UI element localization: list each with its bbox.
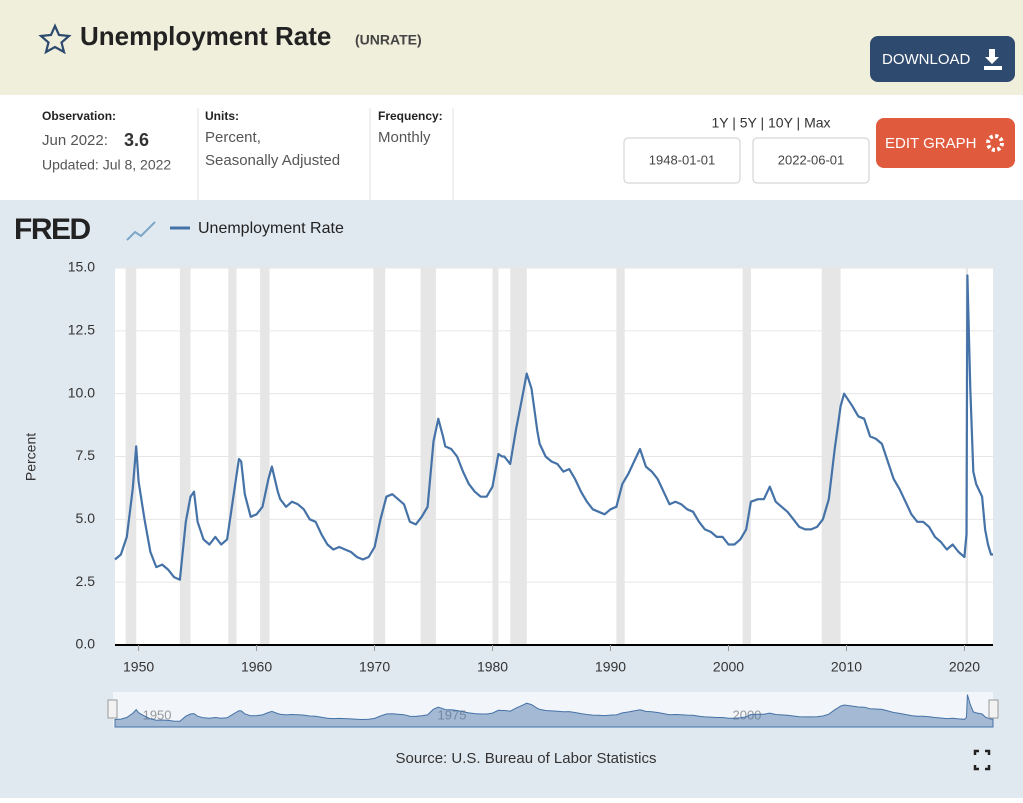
x-tick-label: 1990 (595, 659, 626, 675)
edit-graph-button[interactable]: EDIT GRAPH (876, 118, 1015, 168)
download-icon (984, 49, 1002, 70)
units: Seasonally Adjusted (205, 152, 340, 169)
observation-date: Jun 2022: (42, 132, 108, 149)
navigator-area (114, 694, 994, 728)
x-tick-label: 1970 (359, 659, 390, 675)
y-tick-label: 15.0 (68, 259, 95, 275)
gear-icon (986, 134, 1004, 152)
star-icon[interactable] (38, 23, 72, 55)
y-tick-label: 7.5 (76, 447, 96, 463)
y-tick-label: 5.0 (76, 510, 96, 526)
frequency: Monthly (378, 129, 431, 146)
start-date[interactable]: 1948-01-01 (649, 152, 716, 167)
x-tick-label: 1960 (241, 659, 272, 675)
navigator-handle[interactable] (988, 699, 999, 719)
y-tick-label: 10.0 (68, 384, 95, 400)
units: Percent, (205, 129, 261, 146)
y-tick-label: 0.0 (76, 636, 96, 652)
x-tick-label: 1950 (123, 659, 154, 675)
units-label: Units: (205, 109, 239, 123)
y-tick-label: 2.5 (76, 573, 96, 589)
frequency-label: Frequency: (378, 109, 443, 123)
download-button[interactable]: DOWNLOAD (870, 36, 1015, 82)
x-tick-label: 2020 (949, 659, 980, 675)
end-date-input[interactable] (752, 137, 870, 184)
updated: Updated: Jul 8, 2022 (42, 157, 171, 173)
navigator-bg[interactable] (113, 692, 993, 727)
y-tick-label: 12.5 (68, 322, 95, 338)
x-tick-label: 1980 (477, 659, 508, 675)
title: Unemployment Rate (80, 21, 331, 51)
edit-label[interactable]: EDIT GRAPH (885, 135, 976, 152)
navigator-handle[interactable] (107, 699, 118, 719)
y-axis-label: Percent (23, 433, 39, 481)
fred-logo: FRED (14, 213, 91, 246)
download-label[interactable]: DOWNLOAD (882, 51, 971, 68)
end-date[interactable]: 2022-06-01 (778, 152, 845, 167)
series-line (114, 274, 993, 581)
source: Source: U.S. Bureau of Labor Statistics (396, 750, 657, 767)
start-date-input[interactable] (623, 137, 741, 184)
x-tick-label: 2010 (831, 659, 862, 675)
edit-bg[interactable] (876, 118, 1015, 168)
x-tick-label: 2000 (713, 659, 744, 675)
observation-value: 3.6 (124, 130, 149, 150)
info-bg (0, 95, 1023, 200)
header-bg (0, 0, 1023, 95)
observation-label: Observation: (42, 109, 116, 123)
range-links[interactable]: 1Y | 5Y | 10Y | Max (711, 115, 830, 131)
legend-label: Unemployment Rate (198, 220, 344, 237)
series-id: (UNRATE) (355, 32, 422, 48)
download-bg[interactable] (870, 36, 1015, 82)
fullscreen-icon[interactable] (973, 749, 991, 771)
logo-icon (126, 221, 156, 241)
navigator-tick-label: 2000 (732, 707, 761, 722)
